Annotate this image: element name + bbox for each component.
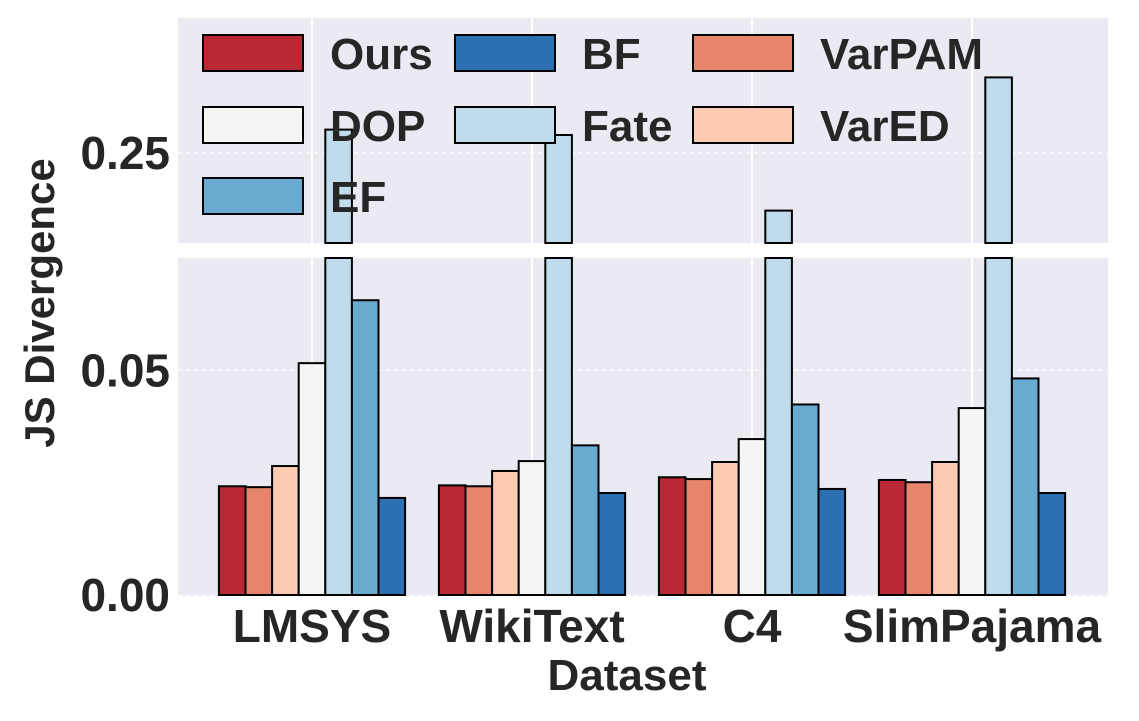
x-tick-label: LMSYS: [233, 600, 391, 652]
legend-swatch-ef: [202, 177, 304, 215]
legend-label-fate: Fate: [582, 102, 672, 151]
bar-fate-slimpajama: [984, 257, 1013, 596]
bar-ef-slimpajama: [1010, 377, 1040, 596]
legend-swatch-dop: [202, 106, 304, 144]
bar-dop-c4: [737, 438, 767, 596]
bar-ours-c4: [657, 476, 687, 596]
bar-varpam-wikitext: [464, 485, 494, 596]
bar-vared-lmsys: [271, 465, 300, 596]
bar-varpam-c4: [684, 478, 714, 596]
bar-fate-wikitext-top: [544, 134, 573, 244]
bar-dop-lmsys: [297, 362, 327, 597]
legend-label-bf: BF: [582, 30, 641, 79]
legend-label-vared: VarED: [820, 102, 950, 151]
bar-bf-lmsys: [377, 496, 407, 596]
y-tick-label: 0.00: [80, 569, 170, 621]
legend-swatch-ours: [202, 34, 304, 72]
y-tick-label: 0.05: [80, 344, 170, 396]
bar-fate-c4: [764, 257, 793, 596]
bar-bf-wikitext: [597, 492, 627, 597]
bar-bf-c4: [817, 487, 847, 596]
legend-swatch-bf: [454, 34, 556, 72]
bar-varpam-lmsys: [244, 486, 274, 596]
legend-label-varpam: VarPAM: [820, 30, 983, 79]
legend-label-ef: EF: [330, 173, 386, 222]
x-tick-label: C4: [723, 600, 782, 652]
x-tick-label: WikiText: [439, 600, 624, 652]
bar-ours-wikitext: [437, 484, 467, 597]
legend-swatch-fate: [454, 106, 556, 144]
bar-ef-c4: [790, 403, 820, 596]
bar-fate-c4-top: [764, 209, 793, 245]
bar-vared-slimpajama: [931, 460, 960, 597]
bar-ours-slimpajama: [877, 478, 907, 597]
legend-label-dop: DOP: [330, 102, 425, 151]
bar-fate-lmsys: [324, 257, 353, 596]
bar-dop-wikitext: [517, 460, 547, 596]
x-tick-label: SlimPajama: [843, 600, 1102, 652]
bar-vared-c4: [711, 460, 740, 597]
y-axis-label: JS Divergence: [16, 158, 63, 448]
x-axis-label: Dataset: [548, 651, 707, 700]
bar-ef-wikitext: [570, 444, 600, 597]
bar-bf-slimpajama: [1037, 492, 1067, 597]
legend-swatch-vared: [692, 106, 794, 144]
bar-varpam-slimpajama: [904, 481, 934, 597]
bar-ours-lmsys: [217, 485, 247, 596]
bar-fate-slimpajama-top: [984, 76, 1013, 245]
y-tick-label: 0.25: [80, 127, 170, 179]
bar-fate-lmsys-top: [324, 128, 353, 245]
bar-ef-lmsys: [350, 299, 380, 596]
legend-swatch-varpam: [692, 34, 794, 72]
bar-fate-wikitext: [544, 257, 573, 596]
bar-dop-slimpajama: [957, 407, 987, 596]
bar-vared-wikitext: [491, 469, 520, 597]
legend-label-ours: Ours: [330, 30, 433, 79]
